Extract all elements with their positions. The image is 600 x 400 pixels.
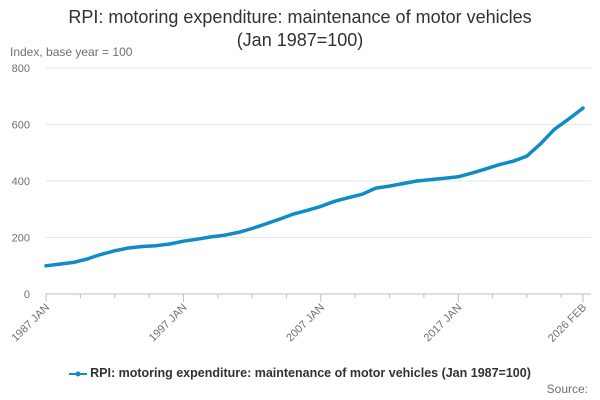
data-point — [497, 163, 502, 167]
data-point — [484, 167, 488, 171]
series-line — [44, 106, 585, 268]
x-axis: 1987 JAN 1997 JAN 2007 JAN 2017 JAN 2026 FEB — [9, 293, 591, 345]
y-tick-label: 0 — [24, 289, 30, 301]
data-point — [113, 249, 117, 253]
data-point — [223, 233, 227, 237]
data-point — [126, 246, 131, 250]
y-tick-labels: 0 200 400 600 800 — [12, 63, 30, 301]
data-point — [332, 199, 337, 203]
y-tick-label: 800 — [12, 63, 30, 75]
data-point — [195, 237, 199, 241]
data-point — [181, 239, 186, 243]
data-point — [305, 208, 309, 212]
data-point — [291, 212, 295, 216]
data-point — [387, 184, 392, 188]
data-point — [168, 242, 172, 246]
x-tick-label: 1997 JAN — [147, 302, 190, 345]
data-point — [552, 127, 557, 131]
x-tick-label: 2026 FEB — [546, 302, 589, 345]
chart-title: RPI: motoring expenditure: maintenance o… — [0, 6, 600, 52]
data-point — [429, 177, 433, 182]
legend: RPI: motoring expenditure: maintenance o… — [0, 366, 600, 380]
chart-title-line-2: (Jan 1987=100) — [236, 30, 364, 50]
y-tick-label: 400 — [12, 176, 30, 188]
data-point — [525, 154, 529, 158]
data-point — [209, 235, 213, 239]
data-point — [319, 204, 323, 209]
data-point — [264, 222, 268, 226]
data-point — [401, 181, 405, 186]
data-point — [236, 230, 240, 235]
data-point — [154, 244, 158, 248]
x-tick-label: 2007 JAN — [284, 302, 327, 345]
data-point — [374, 186, 378, 190]
data-point — [71, 260, 76, 264]
data-point — [511, 159, 515, 163]
data-point — [566, 117, 570, 122]
data-point — [442, 176, 447, 180]
data-point — [415, 179, 419, 183]
chart-title-line-1: RPI: motoring expenditure: maintenance o… — [68, 7, 532, 27]
data-point — [58, 262, 62, 266]
data-point — [360, 192, 364, 196]
y-axis-caption: Index, base year = 100 — [10, 45, 133, 59]
data-point — [140, 244, 144, 249]
data-point — [277, 217, 282, 221]
x-tick-label: 1987 JAN — [9, 302, 52, 345]
legend-swatch — [69, 371, 88, 377]
data-point — [99, 252, 103, 257]
data-point — [470, 171, 474, 175]
x-tick-label: 2017 JAN — [422, 302, 465, 345]
y-tick-label: 600 — [12, 120, 30, 132]
data-point — [456, 175, 460, 179]
source-label: Source: — [546, 382, 588, 396]
y-gridlines — [46, 67, 591, 238]
data-point — [539, 142, 543, 146]
data-point — [44, 264, 48, 268]
series-layer — [44, 106, 585, 268]
data-point — [250, 226, 254, 231]
data-point — [85, 257, 89, 261]
legend-label: RPI: motoring expenditure: maintenance o… — [90, 366, 531, 380]
data-point — [346, 196, 350, 200]
data-point — [581, 106, 585, 110]
legend-swatch-marker — [75, 371, 81, 377]
y-tick-label: 200 — [12, 233, 30, 245]
